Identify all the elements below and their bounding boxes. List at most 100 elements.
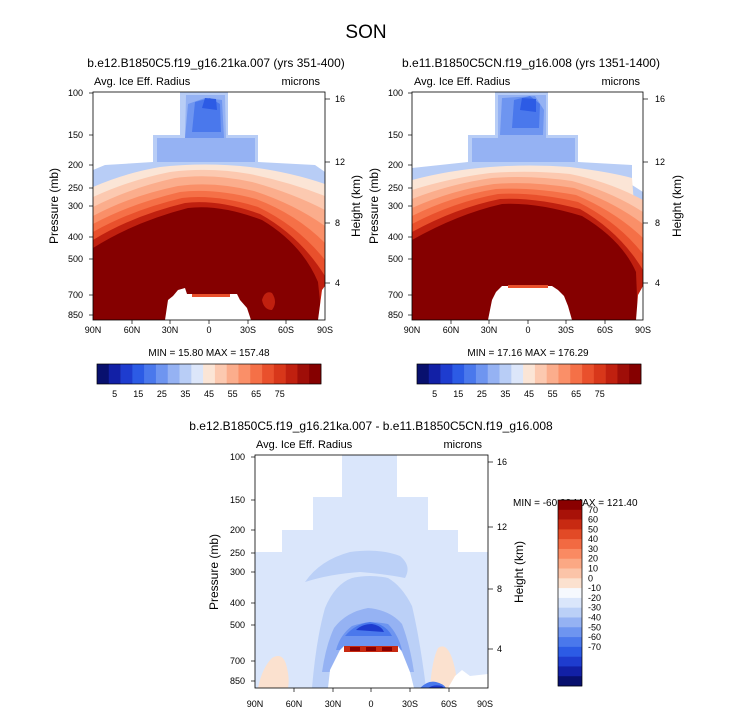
colorbar-tick-label: -10: [588, 583, 601, 593]
latitude-tick-marks: [293, 688, 450, 692]
colorbar-tick-label: 45: [524, 389, 534, 399]
contour-d5: [356, 624, 384, 632]
colorbar-tick-label: 0: [588, 573, 593, 583]
contour-field: [255, 455, 488, 688]
tick-label: 100: [68, 88, 83, 98]
colorbar-tick-label: -70: [588, 642, 601, 652]
tick-label: 30N: [325, 699, 342, 709]
colorbar-tick-label: 35: [180, 389, 190, 399]
colorbar-swatch: [487, 364, 500, 384]
tick-label: 16: [655, 94, 665, 104]
colorbar-swatch: [428, 364, 441, 384]
contour-d6: [258, 656, 289, 688]
colorbar-swatch: [558, 637, 582, 648]
tick-label: 100: [388, 88, 403, 98]
panel-diff: b.e12.B1850C5.f19_g16.21ka.007 - b.e11.B…: [189, 419, 638, 709]
tick-label: 250: [230, 548, 245, 558]
contour-d1b: [305, 550, 408, 582]
colorbar-tick-label: 25: [157, 389, 167, 399]
tick-label: 0: [206, 325, 211, 335]
colorbar-tick-label: 20: [588, 554, 598, 564]
colorbar-tick-label: 15: [453, 389, 463, 399]
colorbar-swatch: [132, 364, 145, 384]
variable-label: Avg. Ice Eff. Radius: [94, 76, 191, 88]
tick-label: 30N: [162, 325, 179, 335]
y2-axis-label: Height (km): [349, 175, 363, 237]
colorbar-tick-label: 75: [595, 389, 605, 399]
colorbar-swatch: [440, 364, 453, 384]
colorbar-swatch: [558, 607, 582, 618]
latitude-axis-ticks: 90N 60N 30N 0 30S 60S 90S: [247, 699, 493, 709]
colorbar-swatch: [309, 364, 322, 384]
colorbar-tick-label: -30: [588, 603, 601, 613]
tick-label: 300: [230, 567, 245, 577]
colorbar-swatch: [570, 364, 583, 384]
colorbar-swatch: [250, 364, 263, 384]
colorbar-swatch: [226, 364, 239, 384]
figure-title: SON: [345, 22, 386, 43]
tick-label: 60N: [124, 325, 141, 335]
contour-l5: [202, 98, 217, 110]
contour-w8: [412, 203, 638, 320]
colorbar-swatch: [475, 364, 489, 384]
pressure-axis-ticks: 100 150 200 250 300 400 500 700 850: [388, 88, 403, 320]
stats-label: MIN = 17.16 MAX = 176.29: [467, 348, 589, 359]
tick-label: 200: [230, 525, 245, 535]
colorbar-swatch: [262, 364, 275, 384]
contour-field: [93, 92, 325, 320]
y2-axis-label: Height (km): [512, 541, 526, 603]
tick-label: 150: [68, 130, 83, 140]
colorbar-tick-label: 30: [588, 544, 598, 554]
colorbar-swatch: [203, 364, 216, 384]
height-tick-marks: [488, 461, 493, 650]
colorbar-tick-label: 15: [133, 389, 143, 399]
colorbar-swatch: [558, 548, 582, 560]
colorbar-tick-label: 5: [432, 389, 437, 399]
colorbar-tick-label: -40: [588, 612, 601, 622]
tick-label: 400: [388, 232, 403, 242]
tick-label: 30S: [402, 699, 418, 709]
tick-label: 30S: [558, 325, 574, 335]
colorbar-swatch: [558, 656, 582, 667]
colorbar-swatch: [214, 364, 227, 384]
tick-label: 60S: [441, 699, 457, 709]
latitude-axis-ticks: 90N 60N 30N 0 30S 60S 90S: [404, 325, 651, 335]
tick-label: 60S: [278, 325, 294, 335]
colorbar-swatch: [108, 364, 121, 384]
colorbar-swatch: [617, 364, 630, 384]
contour-w8: [93, 207, 322, 320]
colorbar-tick-label: 70: [588, 505, 598, 515]
tick-label: 12: [497, 522, 507, 532]
contour-w10: [192, 294, 230, 297]
tick-label: 16: [497, 457, 507, 467]
stats-label: MIN = 15.80 MAX = 157.48: [148, 348, 270, 359]
colorbar-swatch: [558, 627, 582, 638]
tick-label: 850: [68, 310, 83, 320]
tick-label: 12: [655, 157, 665, 167]
tick-label: 30N: [481, 325, 498, 335]
contour-field: [412, 92, 643, 320]
y-axis-label: Pressure (mb): [207, 534, 221, 610]
colorbar-tick-label: 25: [477, 389, 487, 399]
colorbar-tick-label: -20: [588, 593, 601, 603]
plot-frame: [254, 454, 489, 689]
latitude-tick-marks: [131, 320, 287, 324]
latitude-axis-ticks: 90N 60N 30N 0 30S 60S 90S: [85, 325, 333, 335]
pressure-tick-marks: [89, 92, 93, 316]
colorbar-swatch: [464, 364, 477, 384]
colorbar-swatch: [558, 539, 582, 550]
tick-label: 60N: [286, 699, 303, 709]
colorbar-swatch: [558, 597, 582, 608]
tick-label: 30S: [240, 325, 256, 335]
tick-label: 250: [68, 183, 83, 193]
tick-label: 4: [497, 644, 502, 654]
colorbar-tick-label: 35: [500, 389, 510, 399]
pressure-axis-ticks: 100 150 200 250 300 400 500 700 850: [68, 88, 83, 320]
colorbar-swatch: [558, 519, 582, 530]
tick-label: 500: [388, 254, 403, 264]
tick-label: 100: [230, 452, 245, 462]
tick-label: 90N: [85, 325, 102, 335]
tick-label: 4: [655, 278, 660, 288]
colorbar-swatch: [273, 364, 286, 384]
panel-ctl2: b.e11.B1850C5CN.f19_g16.008 (yrs 1351-14…: [367, 56, 684, 399]
